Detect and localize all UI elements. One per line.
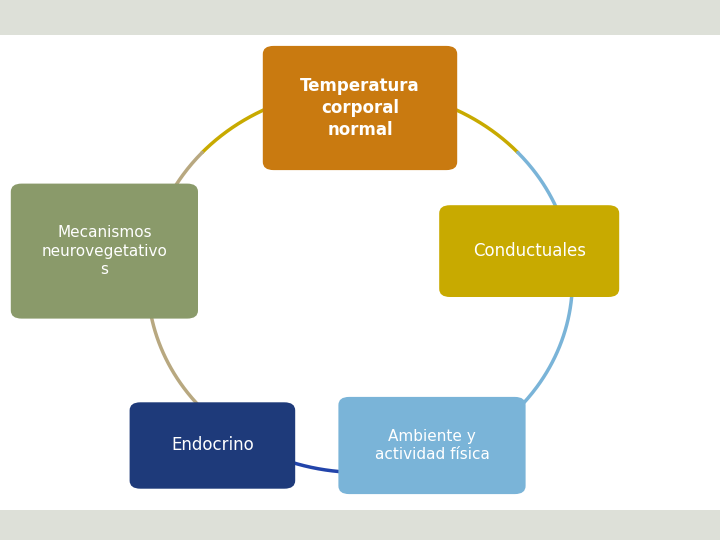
FancyBboxPatch shape (263, 46, 457, 170)
FancyBboxPatch shape (130, 402, 295, 489)
Text: Conductuales: Conductuales (473, 242, 585, 260)
Text: Ambiente y
actividad física: Ambiente y actividad física (374, 429, 490, 462)
FancyBboxPatch shape (0, 0, 720, 35)
FancyBboxPatch shape (439, 205, 619, 297)
FancyBboxPatch shape (0, 510, 720, 540)
FancyBboxPatch shape (11, 184, 198, 319)
Text: Endocrino: Endocrino (171, 436, 253, 455)
Text: Temperatura
corporal
normal: Temperatura corporal normal (300, 77, 420, 139)
Text: Mecanismos
neurovegetativo
s: Mecanismos neurovegetativo s (42, 225, 167, 277)
FancyBboxPatch shape (338, 397, 526, 494)
